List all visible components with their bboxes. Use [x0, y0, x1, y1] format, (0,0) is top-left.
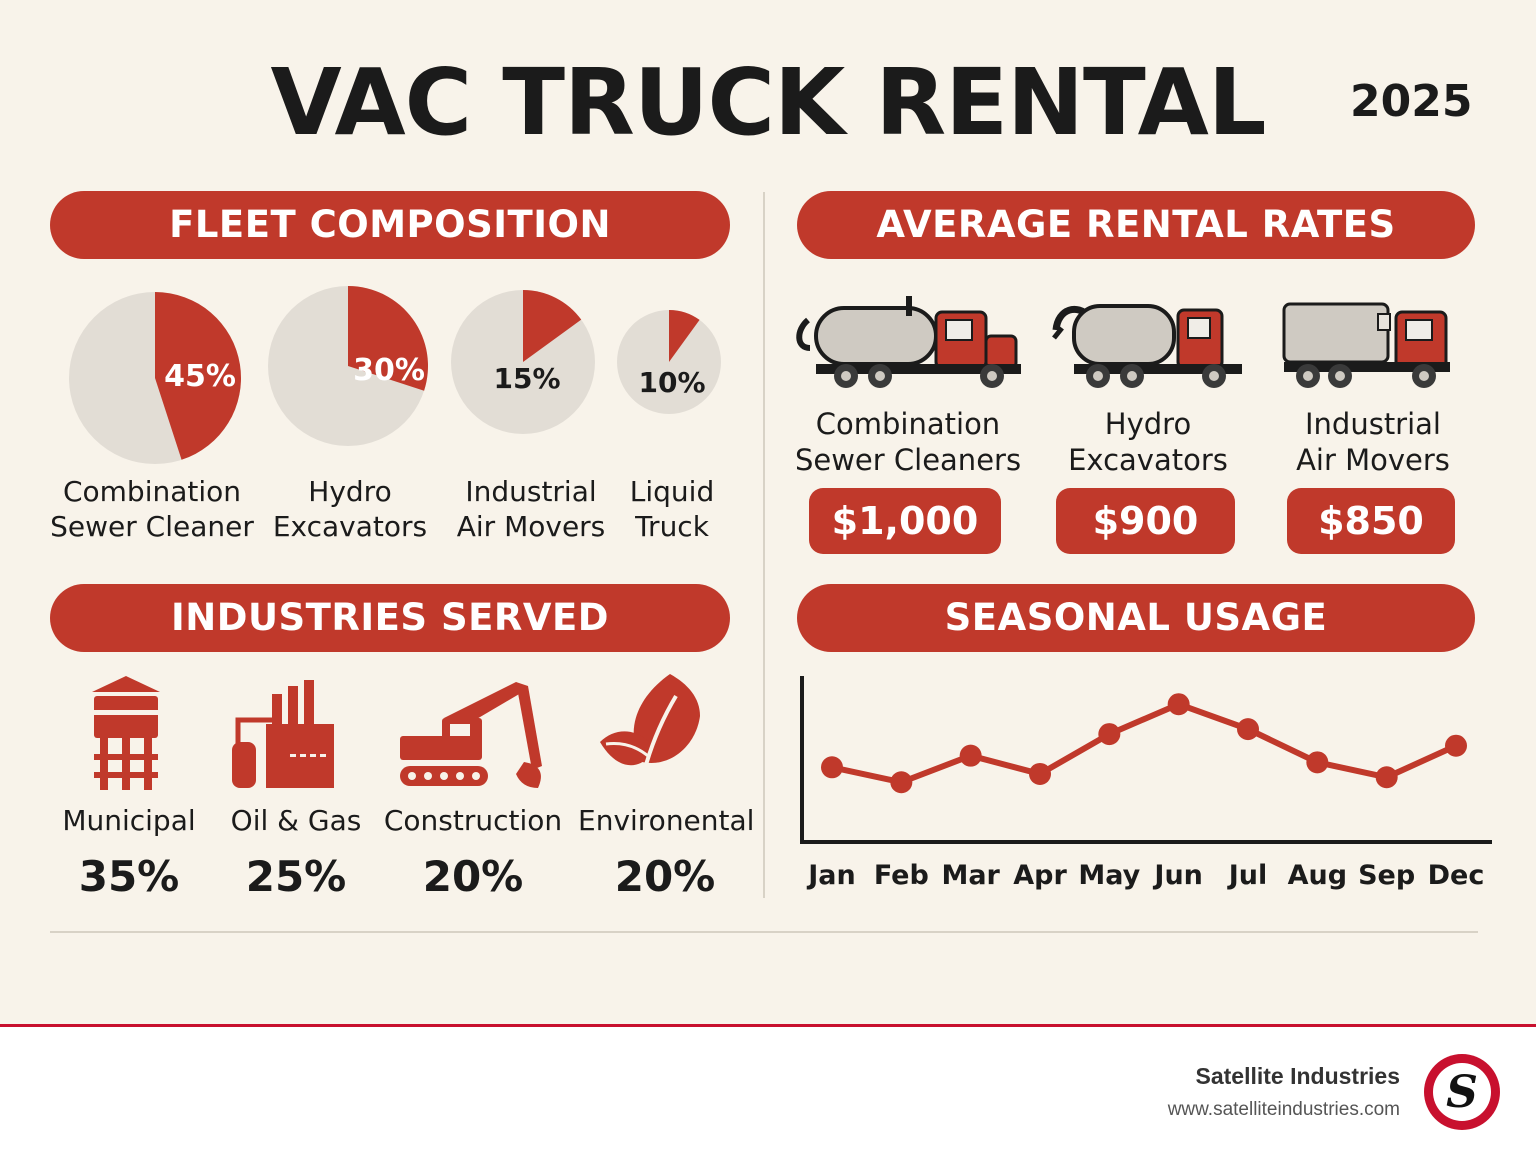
rate-label-combination: Combination Sewer Cleaners — [794, 407, 1022, 477]
pie-slice-air-movers — [523, 290, 582, 362]
chart-axes — [800, 676, 1492, 844]
pie-percent-air-movers: 15% — [493, 362, 560, 395]
month-label-sep: Sep — [1358, 860, 1416, 891]
price-badge-air-movers: $850 — [1287, 488, 1455, 554]
industry-name-environmental: Environental — [578, 804, 755, 837]
month-label-dec: Dec — [1427, 860, 1485, 891]
pie-slice-hydro — [348, 286, 428, 391]
seasonal-usage-heading: SEASONAL USAGE — [797, 584, 1475, 652]
industry-percent-oil-gas: 25% — [245, 852, 347, 901]
usage-point-sep — [1375, 766, 1398, 789]
industry-percent-municipal: 35% — [78, 852, 180, 901]
footer-bar — [0, 1024, 1536, 1157]
combination-truck-icon — [796, 296, 1021, 388]
usage-point-aug — [1306, 751, 1329, 774]
month-label-mar: Mar — [941, 860, 1000, 891]
industry-name-construction: Construction — [383, 804, 563, 837]
satellite-logo-icon: S — [1424, 1054, 1500, 1130]
refinery-icon — [232, 680, 334, 788]
pie-percent-combination: 45% — [164, 359, 236, 394]
pie-percent-hydro: 30% — [353, 353, 425, 388]
excavator-icon — [400, 682, 542, 788]
company-name: Satellite Industries — [1195, 1063, 1400, 1089]
month-label-feb: Feb — [873, 860, 929, 891]
pie-percent-liquid: 10% — [638, 366, 705, 399]
month-label-may: May — [1078, 860, 1141, 891]
fleet-label-hydro: Hydro Excavators — [272, 475, 428, 543]
fleet-label-combination: Combination Sewer Cleaner — [50, 475, 254, 543]
usage-point-feb — [890, 771, 913, 794]
usage-point-jun — [1167, 693, 1190, 716]
company-url[interactable]: www.satelliteindustries.com — [1167, 1099, 1400, 1120]
fleet-pie-charts: 45% 30% 15% 10% — [69, 286, 721, 464]
fleet-label-air-movers: Industrial Air Movers — [456, 475, 606, 543]
fleet-composition-heading: FLEET COMPOSITION — [50, 191, 730, 259]
rate-label-hydro: Hydro Excavators — [1068, 407, 1228, 477]
year-label: 2025 — [1350, 76, 1473, 127]
seasonal-usage-chart — [800, 676, 1492, 844]
rate-label-air-movers: Industrial Air Movers — [1296, 407, 1450, 477]
industry-name-municipal: Municipal — [62, 804, 196, 837]
fleet-label-liquid: Liquid Truck — [629, 475, 715, 543]
month-label-jan: Jan — [808, 860, 856, 891]
month-label-jun: Jun — [1154, 860, 1203, 891]
month-label-aug: Aug — [1287, 860, 1348, 891]
usage-point-jan — [821, 756, 843, 779]
hydro-excavator-truck-icon — [1052, 304, 1242, 388]
pie-slice-combination — [155, 292, 241, 460]
pie-slice-liquid — [669, 310, 700, 362]
horizontal-divider — [50, 931, 1478, 933]
usage-point-jul — [1237, 718, 1259, 741]
water-tower-icon — [92, 676, 160, 790]
industry-percent-construction: 20% — [422, 852, 524, 901]
usage-point-apr — [1029, 762, 1051, 785]
page-title: VAC TRUCK RENTAL — [270, 49, 1267, 156]
month-label-apr: Apr — [1013, 860, 1067, 891]
usage-line — [831, 701, 1458, 786]
vertical-divider — [763, 192, 765, 898]
industry-percent-environmental: 20% — [614, 852, 716, 901]
usage-point-dec — [1445, 734, 1467, 757]
price-badge-hydro: $900 — [1056, 488, 1235, 554]
month-label-jul: Jul — [1228, 860, 1268, 891]
leaf-icon — [600, 674, 700, 773]
industries-served-heading: INDUSTRIES SERVED — [50, 584, 730, 652]
price-badge-combination: $1,000 — [809, 488, 1001, 554]
logo-letter: S — [1433, 1063, 1491, 1121]
air-mover-truck-icon — [1282, 302, 1450, 388]
usage-point-mar — [959, 744, 982, 767]
industry-name-oil-gas: Oil & Gas — [230, 804, 362, 837]
usage-point-may — [1098, 723, 1121, 746]
rental-rates-heading: AVERAGE RENTAL RATES — [797, 191, 1475, 259]
